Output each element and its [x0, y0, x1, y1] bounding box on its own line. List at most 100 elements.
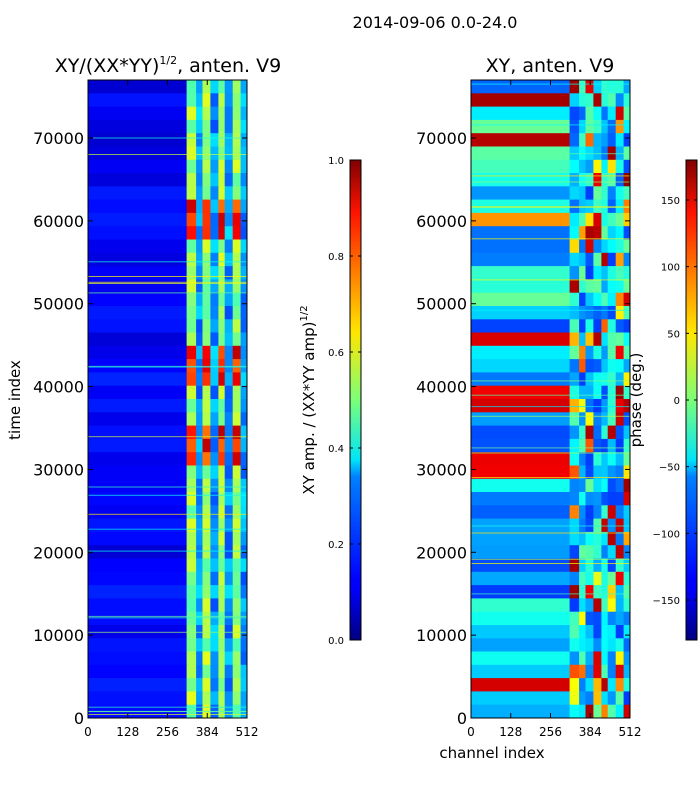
- amplitude-heat-cell: [186, 133, 197, 148]
- amplitude-heat-cell: [210, 133, 219, 148]
- phase-heat-cell: [579, 531, 587, 546]
- amplitude-heat-cell: [202, 518, 212, 533]
- phase-heat-cell: [623, 691, 630, 706]
- amplitude-heat-cell: [202, 199, 212, 214]
- amplitude-heat-cell: [210, 611, 219, 626]
- amplitude-heat-cell: [210, 585, 219, 599]
- amplitude-heat-cell: [202, 571, 212, 586]
- phase-y-tick-label: 10000: [416, 626, 467, 645]
- amplitude-heat-cell: [202, 93, 212, 108]
- phase-heat-cell: [593, 372, 602, 387]
- phase-heat-cell: [579, 558, 587, 573]
- phase-heat-cell: [471, 306, 571, 320]
- amplitude-heat-cell: [224, 452, 234, 467]
- amplitude-heat-cell: [196, 598, 204, 613]
- phase-heat-cell: [623, 226, 630, 241]
- phase-heat-cell: [471, 531, 571, 546]
- phase-heat-cell: [569, 212, 580, 227]
- phase-heat-cell: [569, 106, 580, 121]
- amplitude-heat-cell: [196, 266, 204, 280]
- amplitude-heat-cell: [196, 545, 204, 560]
- amplitude-heat-cell: [218, 425, 226, 440]
- phase-heat-cell: [623, 359, 630, 373]
- amplitude-heat-cell: [186, 399, 197, 413]
- amplitude-heat-cell: [186, 239, 197, 254]
- amplitude-heat-cell: [232, 372, 242, 387]
- amplitude-heat-cell: [202, 425, 212, 440]
- phase-y-axis: 0 10000 20000 30000 40000 50000 60000 70000: [416, 129, 630, 728]
- phase-heat-cell: [607, 505, 617, 520]
- amplitude-heat-cell: [202, 438, 212, 453]
- phase-heat-cell: [601, 438, 609, 453]
- amplitude-heat-cell: [240, 664, 247, 679]
- amplitude-heat-cell: [210, 651, 219, 666]
- amplitude-y-tick-label: 0: [74, 709, 84, 728]
- amplitude-heat-cell: [186, 372, 197, 387]
- phase-heat-cell: [569, 186, 580, 201]
- phase-heat-cell: [593, 465, 602, 480]
- phase-heat-cell: [615, 611, 625, 626]
- amplitude-heat-cell: [202, 332, 212, 347]
- amplitude-heat-cell: [210, 80, 219, 94]
- phase-heat-cell: [615, 345, 625, 360]
- amplitude-heat-cell: [186, 518, 197, 533]
- amplitude-heat-cell: [202, 412, 212, 427]
- phase-heat-streak: [471, 525, 630, 527]
- phase-heat-cell: [601, 332, 609, 347]
- amplitude-heat-cell: [88, 106, 188, 121]
- phase-heat-cell: [579, 159, 587, 174]
- amplitude-heat-cell: [210, 425, 219, 440]
- amplitude-heat-cell: [88, 186, 188, 201]
- amplitude-heat-cell: [232, 691, 242, 706]
- amplitude-heat-streak: [88, 261, 247, 263]
- amplitude-heat-cell: [88, 545, 188, 560]
- amplitude-heat-cell: [88, 571, 188, 586]
- phase-heat-streak: [471, 124, 630, 126]
- amplitude-heat-cell: [210, 505, 219, 520]
- phase-heat-cell: [569, 678, 580, 692]
- amplitude-heat-cell: [210, 146, 219, 161]
- phase-heat-cell: [623, 651, 630, 666]
- phase-heat-cell: [579, 385, 587, 400]
- amplitude-heat-cell: [210, 678, 219, 692]
- phase-heat-cell: [615, 399, 625, 413]
- phase-heat-cell: [623, 93, 630, 108]
- amplitude-heat-streak: [88, 550, 247, 552]
- amplitude-heat-cell: [202, 279, 212, 294]
- amplitude-y-tick-label: 70000: [33, 129, 84, 148]
- phase-heat-cell: [623, 186, 630, 201]
- phase-heat-cell: [623, 80, 630, 94]
- phase-heat-streak: [471, 558, 630, 560]
- amplitude-heat-cell: [232, 545, 242, 560]
- phase-heat-cell: [585, 279, 595, 294]
- amplitude-heat-cell: [210, 372, 219, 387]
- amplitude-heat-cell: [88, 199, 188, 214]
- amplitude-heat-cell: [210, 638, 219, 653]
- phase-heat-cell: [471, 106, 571, 121]
- amplitude-y-tick-label: 30000: [33, 460, 84, 479]
- amplitude-heat-cell: [240, 598, 247, 613]
- phase-heat-cell: [601, 412, 609, 427]
- amplitude-heat-cell: [232, 93, 242, 108]
- amplitude-heat-cell: [224, 239, 234, 254]
- amplitude-heat-cell: [240, 452, 247, 467]
- phase-heat-cell: [607, 306, 617, 320]
- phase-heat-cell: [623, 252, 630, 267]
- amplitude-heat-cell: [218, 518, 226, 533]
- amplitude-heat-cell: [210, 252, 219, 267]
- phase-heat-streak: [471, 532, 630, 534]
- phase-heat-cell: [569, 505, 580, 520]
- phase-heat-cell: [593, 492, 602, 506]
- amplitude-heat-cell: [218, 372, 226, 387]
- amplitude-heat-cell: [202, 385, 212, 400]
- phase-heat-cell: [471, 133, 571, 148]
- amplitude-heat-cell: [218, 186, 226, 201]
- amplitude-heat-cell: [210, 173, 219, 187]
- phase-heat-cell: [585, 452, 595, 467]
- phase-heat-cell: [585, 173, 595, 187]
- phase-heat-cell: [615, 173, 625, 187]
- phase-heat-cell: [569, 492, 580, 506]
- phase-heat-cell: [585, 704, 595, 718]
- amplitude-heat-streak: [88, 494, 247, 496]
- phase-heat-cell: [623, 412, 630, 427]
